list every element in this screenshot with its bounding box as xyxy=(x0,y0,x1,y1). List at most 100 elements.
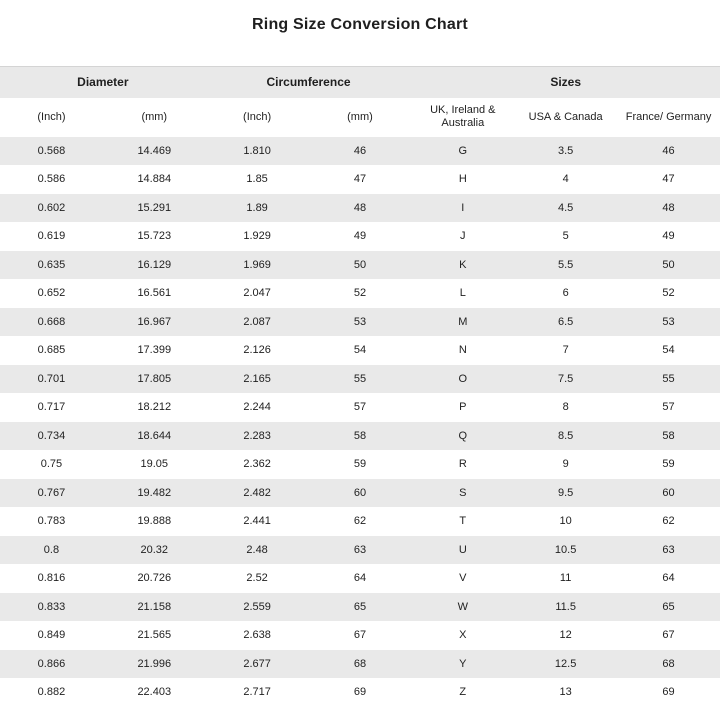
table-cell: 2.087 xyxy=(243,315,271,328)
table-cell: 2.047 xyxy=(243,287,271,300)
table-cell: 68 xyxy=(662,657,675,670)
column-header-diameter-mm: (mm) xyxy=(102,97,206,137)
table-cell: 6 xyxy=(562,287,569,300)
table-cell: 0.866 xyxy=(37,657,66,670)
page-title: Ring Size Conversion Chart xyxy=(252,16,468,33)
table-cell: U xyxy=(458,543,467,556)
column-header-usa-canada: USA & Canada xyxy=(514,97,618,137)
table-cell: 0.816 xyxy=(37,572,66,585)
table-cell: 16.561 xyxy=(137,287,172,300)
table-cell: 0.586 xyxy=(37,173,66,186)
table-cell: 2.559 xyxy=(243,600,271,613)
table-row: 0.586 14.884 1.85 47 H 4 47 xyxy=(0,165,720,194)
table-cell: 0.701 xyxy=(37,372,66,385)
table-cell: 16.129 xyxy=(137,258,172,271)
table-cell: 12.5 xyxy=(554,657,577,670)
table-cell: 14.469 xyxy=(137,144,172,157)
table-cell: 1.929 xyxy=(243,230,271,243)
table-cell: 0.619 xyxy=(37,230,66,243)
table-row: 0.767 19.482 2.482 60 S 9.5 60 xyxy=(0,478,720,507)
table-cell: 10 xyxy=(559,515,572,528)
table-cell: 55 xyxy=(662,372,675,385)
table-cell: 13 xyxy=(559,686,572,699)
table-cell: 22.403 xyxy=(137,686,172,699)
table-cell: 20.726 xyxy=(137,572,172,585)
table-cell: 2.48 xyxy=(246,543,268,556)
table-cell: 5 xyxy=(562,230,569,243)
table-cell: 58 xyxy=(353,429,367,442)
table-cell: Y xyxy=(459,657,467,670)
table-cell: 19.05 xyxy=(140,458,169,471)
table-cell: 21.996 xyxy=(137,657,172,670)
table-cell: 67 xyxy=(353,629,367,642)
table-body: 0.568 14.469 1.810 46 G 3.5 46 0.586 14.884 1.85 4… xyxy=(0,136,720,707)
group-header-sizes: Sizes xyxy=(411,66,720,98)
table-row: 0.685 17.399 2.126 54 N 7 54 xyxy=(0,336,720,365)
table-cell: 2.677 xyxy=(243,657,271,670)
table-cell: H xyxy=(458,173,467,186)
column-header-circumference-inch: (Inch) xyxy=(205,97,309,137)
table-cell: 2.717 xyxy=(243,686,271,699)
table-cell: 49 xyxy=(353,230,367,243)
table-cell: 50 xyxy=(662,258,675,271)
table-cell: 0.635 xyxy=(37,258,66,271)
table-row: 0.668 16.967 2.087 53 M 6.5 53 xyxy=(0,307,720,336)
table-cell: 63 xyxy=(353,543,367,556)
table-cell: 0.8 xyxy=(43,543,60,556)
table-row: 0.8 20.32 2.48 63 U 10.5 63 xyxy=(0,535,720,564)
table-cell: 12 xyxy=(559,629,572,642)
table-cell: 21.565 xyxy=(137,629,172,642)
table-cell: 59 xyxy=(353,458,367,471)
table-cell: 0.767 xyxy=(37,486,66,499)
table-cell: K xyxy=(459,258,467,271)
table-cell: 0.652 xyxy=(37,287,66,300)
table-cell: 57 xyxy=(353,401,367,414)
column-header-france-germany: France/ Germany xyxy=(617,97,720,137)
table-cell: J xyxy=(460,230,466,243)
table-cell: 2.638 xyxy=(243,629,271,642)
table-cell: 1.810 xyxy=(243,144,271,157)
table-cell: 11 xyxy=(559,572,572,585)
table-row: 0.652 16.561 2.047 52 L 6 52 xyxy=(0,279,720,308)
table-cell: 2.362 xyxy=(243,458,271,471)
table-cell: 62 xyxy=(353,515,367,528)
table-cell: 69 xyxy=(353,686,367,699)
group-header-row: Diameter Circumference Sizes xyxy=(0,66,720,98)
table-cell: R xyxy=(458,458,467,471)
table-row: 0.866 21.996 2.677 68 Y 12.5 68 xyxy=(0,649,720,678)
table-cell: 2.482 xyxy=(243,486,271,499)
table-cell: 62 xyxy=(662,515,675,528)
column-header-uk-ireland-australia: UK, Ireland & Australia xyxy=(411,97,515,137)
table-cell: 11.5 xyxy=(555,600,576,613)
table-cell: 9.5 xyxy=(557,486,574,499)
table-cell: 0.833 xyxy=(37,600,66,613)
table-cell: 67 xyxy=(662,629,675,642)
table-row: 0.602 15.291 1.89 48 I 4.5 48 xyxy=(0,193,720,222)
table-row: 0.833 21.158 2.559 65 W 11.5 65 xyxy=(0,592,720,621)
table-cell: 0.717 xyxy=(37,401,66,414)
table-cell: 0.602 xyxy=(37,201,66,214)
table-cell: W xyxy=(457,600,468,613)
table-cell: 8 xyxy=(562,401,569,414)
table-row: 0.734 18.644 2.283 58 Q 8.5 58 xyxy=(0,421,720,450)
table-cell: S xyxy=(459,486,467,499)
group-header-diameter: Diameter xyxy=(0,66,206,98)
table-cell: 4 xyxy=(562,173,569,186)
table-cell: 55 xyxy=(353,372,367,385)
table-row: 0.619 15.723 1.929 49 J 5 49 xyxy=(0,222,720,251)
table-cell: 63 xyxy=(662,543,675,556)
table-cell: 0.783 xyxy=(37,515,66,528)
table-cell: 64 xyxy=(662,572,675,585)
table-cell: 9 xyxy=(562,458,569,471)
table-cell: 6.5 xyxy=(557,315,574,328)
table-cell: L xyxy=(459,287,466,300)
table-cell: O xyxy=(458,372,468,385)
table-cell: 3.5 xyxy=(557,144,574,157)
table-cell: 54 xyxy=(353,344,367,357)
table-cell: 1.85 xyxy=(246,173,268,186)
table-cell: 0.882 xyxy=(37,686,66,699)
table-cell: 19.482 xyxy=(137,486,172,499)
table-cell: 2.126 xyxy=(243,344,271,357)
table-cell: 65 xyxy=(662,600,675,613)
